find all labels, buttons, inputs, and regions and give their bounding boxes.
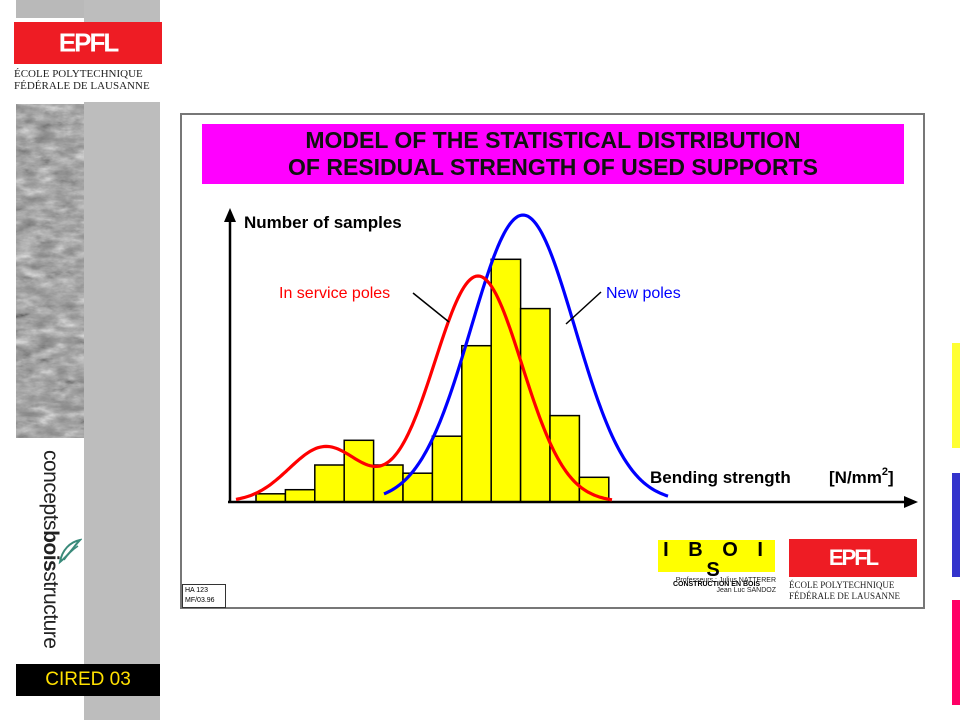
sidebar-gray-column xyxy=(84,0,160,720)
slide-title-line1: MODEL OF THE STATISTICAL DISTRIBUTION xyxy=(305,127,801,153)
epfl-logo: EPFL ÉCOLE POLYTECHNIQUE FÉDÉRALE DE LAU… xyxy=(14,22,162,102)
new-poles-label: New poles xyxy=(606,285,681,302)
y-axis-label: Number of samples xyxy=(244,213,402,232)
slide-title: MODEL OF THE STATISTICAL DISTRIBUTION OF… xyxy=(202,124,904,184)
ibois-professors: Professeurs : Julius NATTERER Jean Luc S… xyxy=(656,576,776,596)
reference-line2: MF/03.96 xyxy=(185,597,215,604)
histogram-bar xyxy=(461,344,492,503)
histogram-bar xyxy=(431,435,463,503)
x-axis-unit-end: ] xyxy=(888,468,894,487)
in-service-label: In service poles xyxy=(279,285,390,302)
new-poles-leader-line xyxy=(565,291,602,325)
reference-line1: HA 123 xyxy=(185,587,208,594)
ibois-title: I B O I S xyxy=(663,539,770,581)
ibois-prof-line1: Professeurs : Julius NATTERER xyxy=(675,577,776,584)
epfl-logo-text: EPFL xyxy=(58,27,119,58)
y-axis-arrow-icon xyxy=(224,208,236,222)
in-service-poles-curve xyxy=(235,274,613,502)
slide-frame xyxy=(180,113,925,609)
histogram-bars xyxy=(255,258,610,503)
histogram-bar xyxy=(314,464,345,503)
new-poles-curve xyxy=(383,213,669,498)
accent-bar-blue xyxy=(952,473,960,577)
accent-bar-yellow xyxy=(952,343,960,448)
accent-bar-pink xyxy=(952,600,960,705)
epfl-logo-mark: EPFL xyxy=(14,22,162,64)
reference-box: HA 123 MF/03.96 xyxy=(182,584,226,608)
cired-label: CIRED 03 xyxy=(16,664,160,696)
slide-title-line2: OF RESIDUAL STRENGTH OF USED SUPPORTS xyxy=(288,154,818,180)
epfl-slide-line2: FÉDÉRALE DE LAUSANNE xyxy=(789,591,900,601)
x-axis-label: Bending strength xyxy=(650,468,791,487)
x-axis-unit-base: [N/mm xyxy=(829,468,882,487)
ibois-subtitle: CONSTRUCTION EN BOIS xyxy=(672,581,761,588)
epfl-slide-line1: ÉCOLE POLYTECHNIQUE xyxy=(789,580,895,590)
school-name-line2: FÉDÉRALE DE LAUSANNE xyxy=(14,80,150,92)
leaf-icon xyxy=(58,538,82,565)
histogram-bar xyxy=(549,414,581,503)
in-service-leader-line xyxy=(412,292,450,323)
x-axis-arrow-icon xyxy=(904,496,918,508)
x-axis-unit: [N/mm2] xyxy=(829,466,894,487)
epfl-logo-slide-mark: EPFL xyxy=(789,539,917,577)
epfl-logo-slide: EPFL ÉCOLE POLYTECHNIQUE FÉDÉRALE DE LAU… xyxy=(789,539,917,609)
bark-texture-image xyxy=(16,104,84,438)
histogram-bar xyxy=(490,258,522,503)
epfl-logo-slide-text: EPFL xyxy=(828,545,879,570)
histogram-bar xyxy=(343,439,375,503)
school-name-line1: ÉCOLE POLYTECHNIQUE xyxy=(14,68,143,80)
ibois-prof-line2: Jean Luc SANDOZ xyxy=(716,587,776,594)
x-axis-unit-sup: 2 xyxy=(882,466,888,478)
histogram-bar xyxy=(372,464,404,503)
histogram-bar xyxy=(284,488,316,503)
ibois-logo: I B O I S CONSTRUCTION EN BOIS xyxy=(658,540,775,588)
